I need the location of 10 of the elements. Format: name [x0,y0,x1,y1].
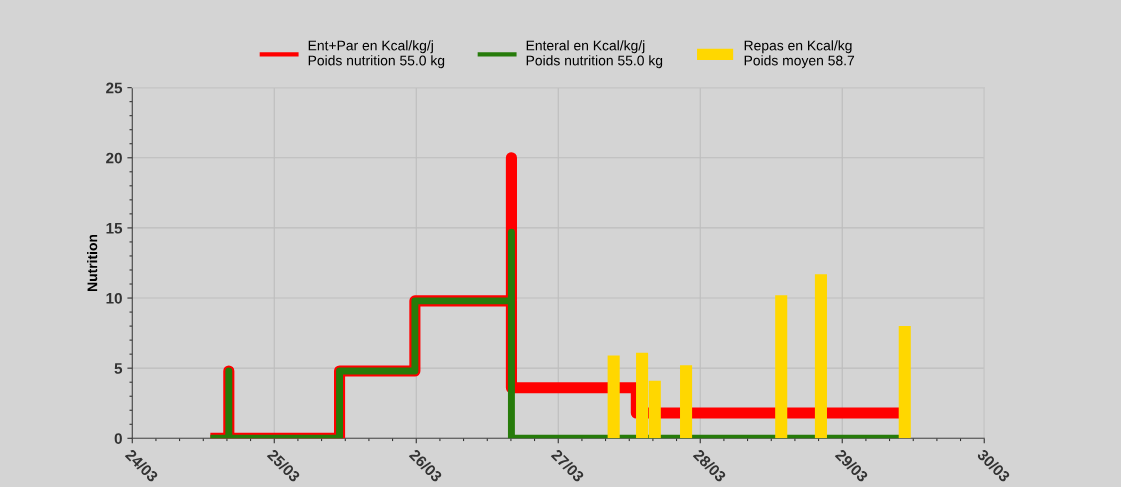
legend-label: Ent+Par en Kcal/kg/j Poids nutrition 55.0 kg [308,40,445,69]
legend-label: Repas en Kcal/kg Poids moyen 58.7 [744,40,855,69]
y-tick-label: 25 [106,82,123,94]
y-tick-label: 15 [106,222,123,234]
y-tick-label: 20 [106,152,122,164]
y-axis-title: Nutrition [87,234,98,291]
y-tick-label: 5 [114,363,123,374]
legend-label: Enteral en Kcal/kg/j Poids nutrition 55.0 kg [526,40,663,69]
y-tick-label: 0 [114,433,122,444]
y-tick-label: 10 [106,292,122,304]
